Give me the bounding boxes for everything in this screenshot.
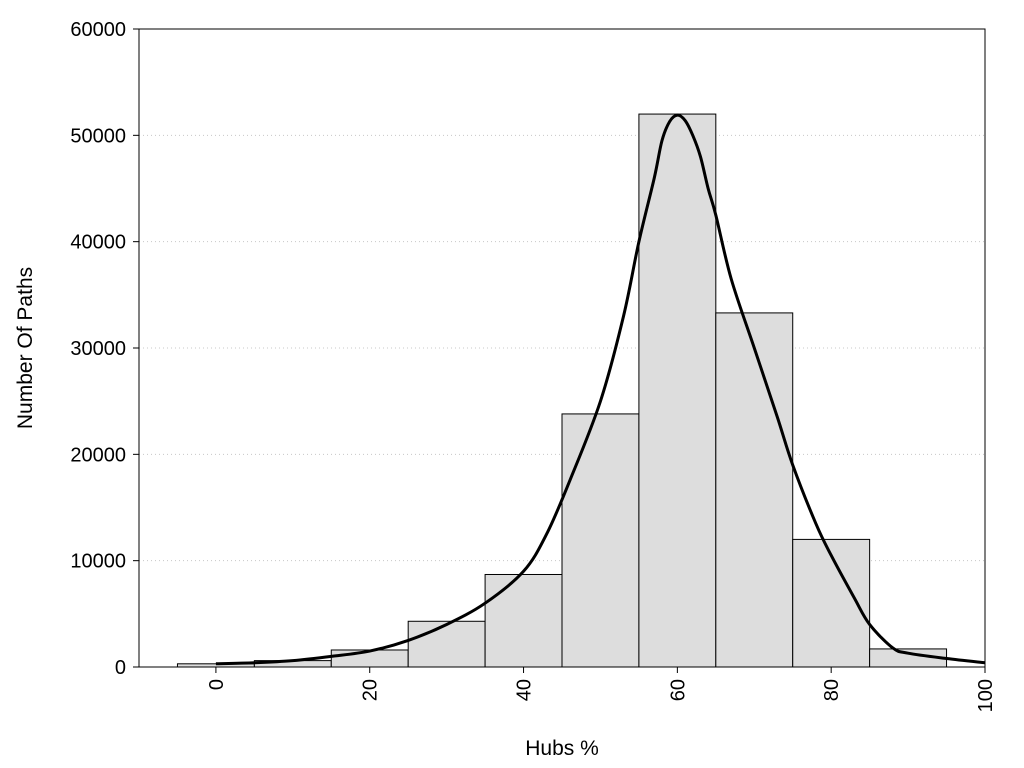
histogram-bar xyxy=(407,620,486,668)
x-tick-label: 60 xyxy=(667,679,689,701)
y-tick-label: 50000 xyxy=(70,125,126,147)
histogram-bar xyxy=(561,413,640,668)
x-tick-label: 20 xyxy=(360,679,382,701)
axis-ticks: 0 10000 20000 30000 40000 50000 60000 0 20 40 60 80… xyxy=(70,19,997,712)
histogram-bar xyxy=(715,312,794,668)
y-tick-label: 20000 xyxy=(70,444,126,466)
y-tick-label: 40000 xyxy=(70,232,126,254)
density-curve-group xyxy=(215,113,986,666)
x-tick-label: 40 xyxy=(514,679,536,701)
x-axis-title: Hubs % xyxy=(525,737,599,760)
y-tick-label: 30000 xyxy=(70,338,126,360)
x-tick-label: 100 xyxy=(975,679,997,712)
density-curve-line xyxy=(215,113,986,666)
y-tick-label: 0 xyxy=(115,657,126,679)
histogram-bar xyxy=(484,573,563,668)
y-tick-label: 60000 xyxy=(70,19,126,41)
histogram-bars xyxy=(176,113,948,668)
x-tick-label: 0 xyxy=(206,679,228,690)
y-tick-label: 10000 xyxy=(70,551,126,573)
x-tick-label: 80 xyxy=(821,679,843,701)
y-axis-title: Number Of Paths xyxy=(14,267,37,429)
